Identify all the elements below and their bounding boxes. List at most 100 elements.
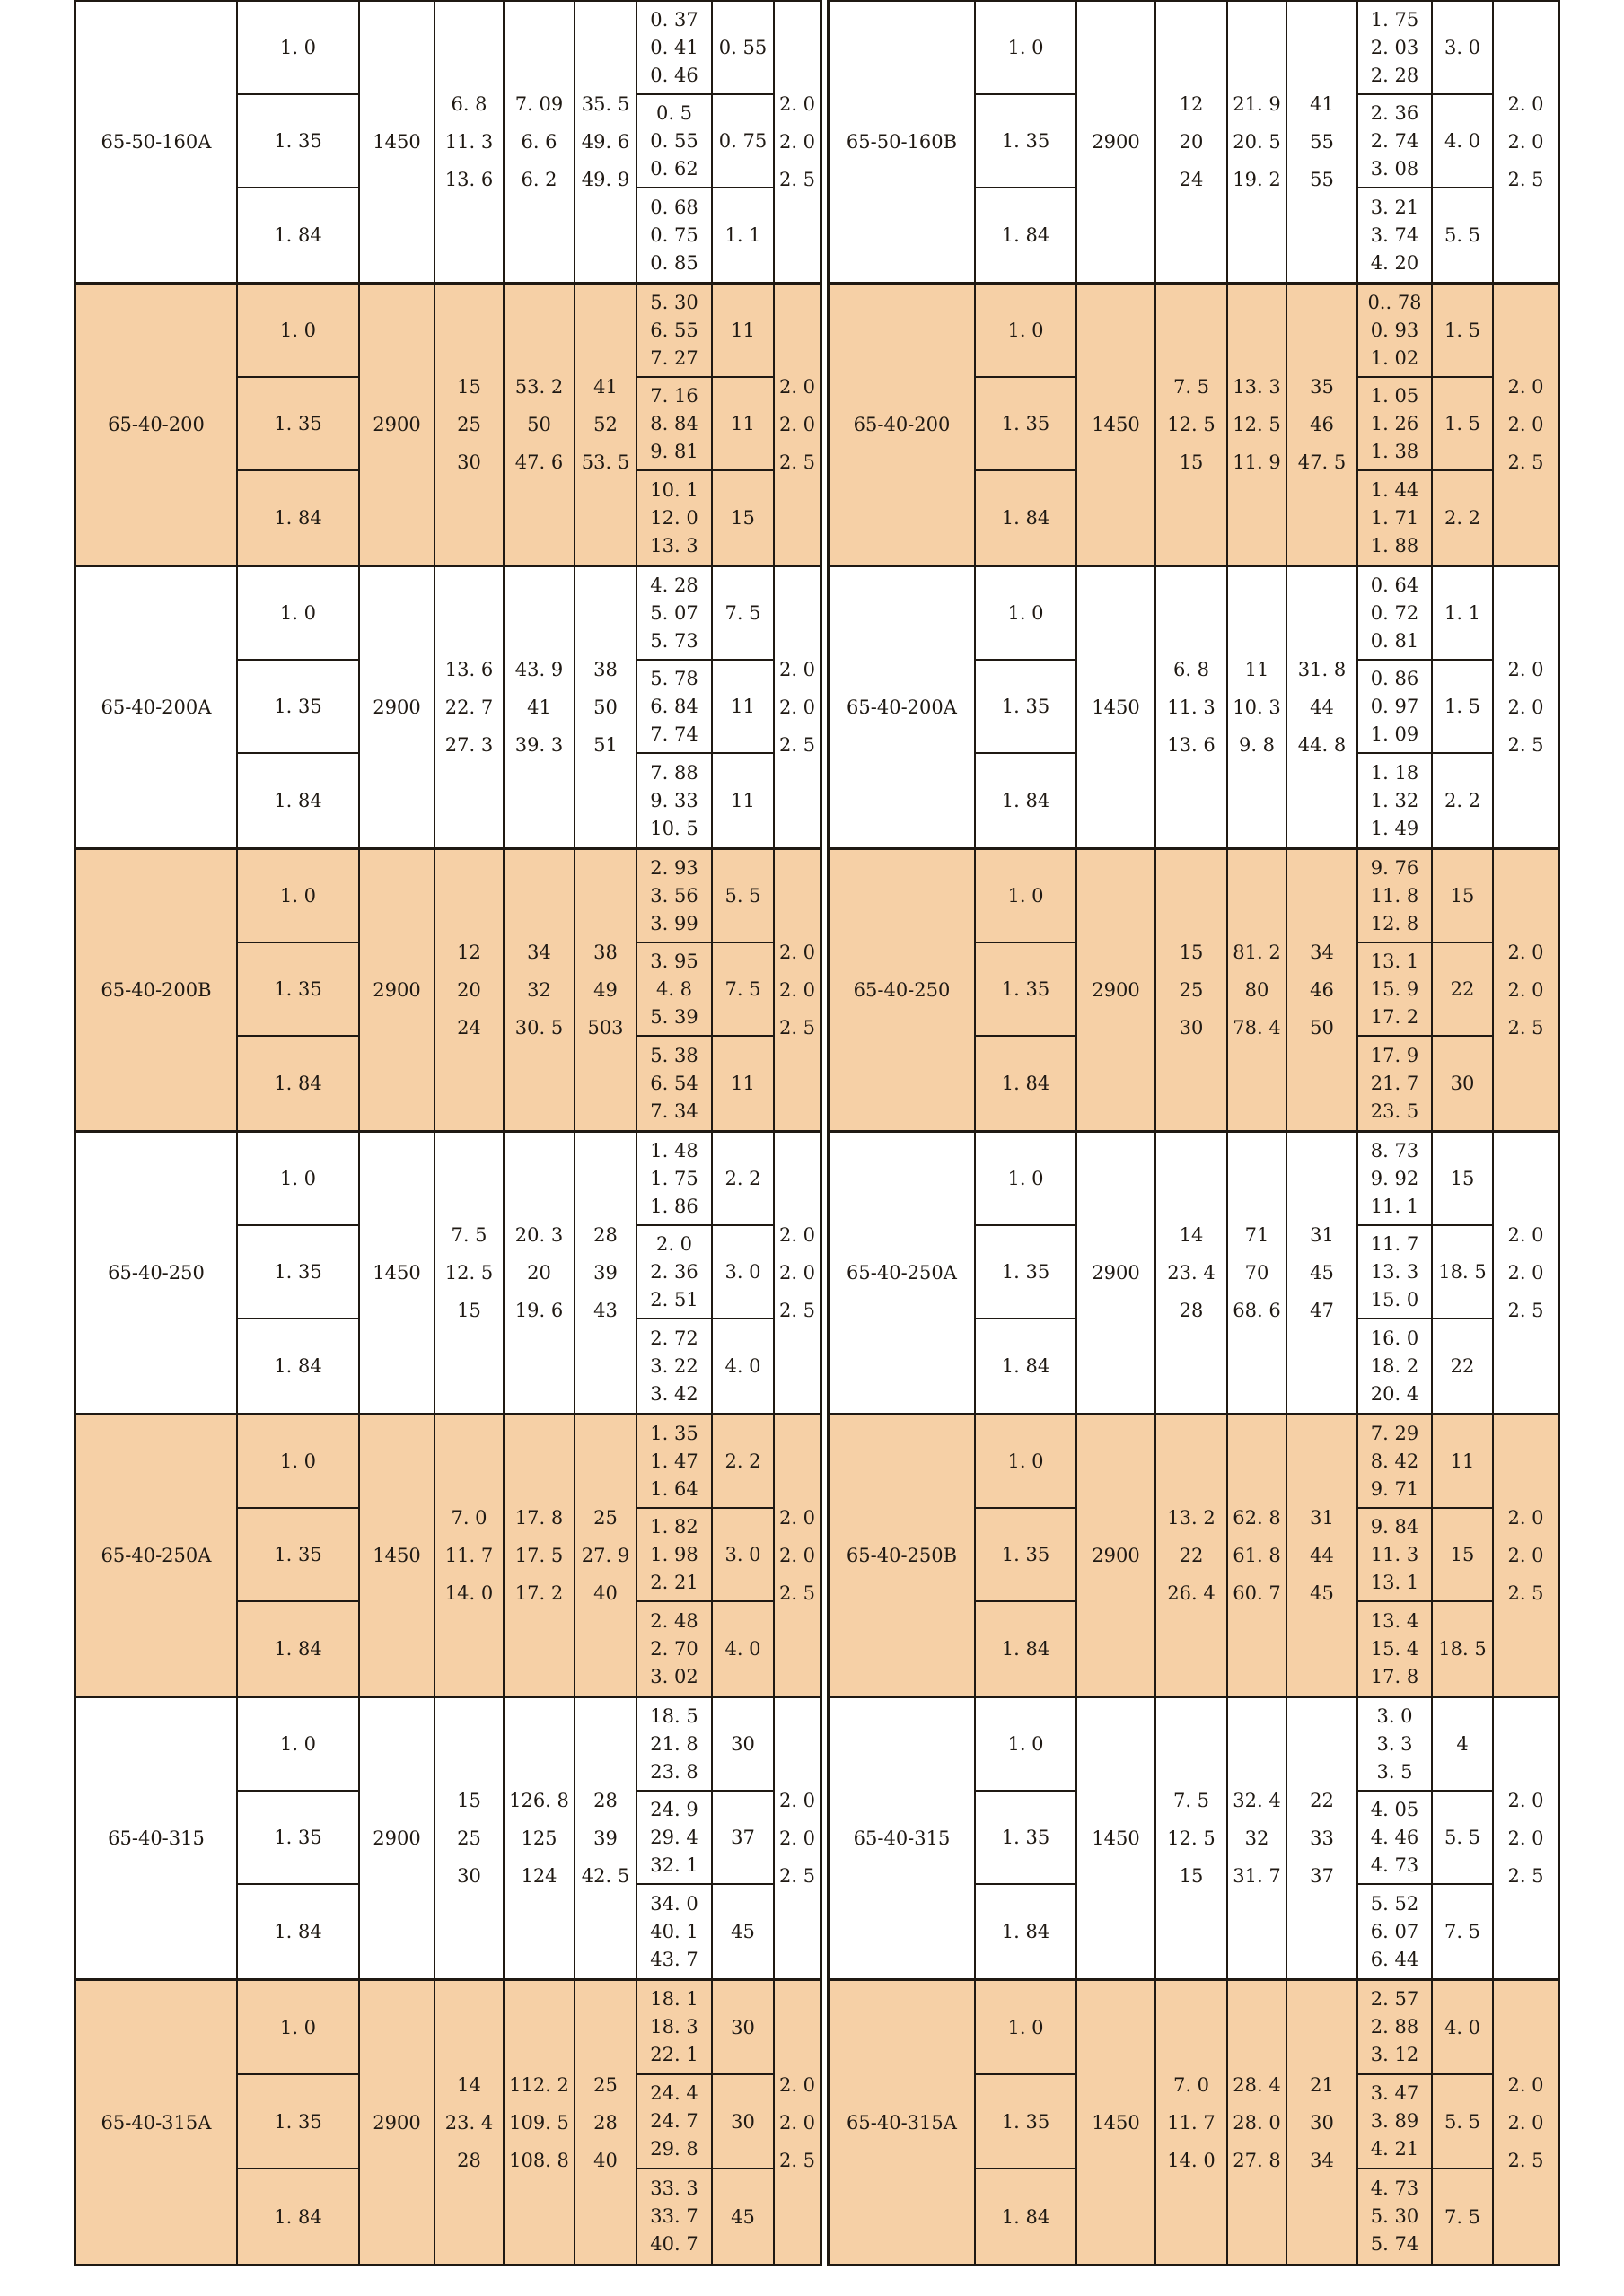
value-line: 1. 48 [650,1139,698,1161]
col-7-values: 1. 35 1. 47 1. 64 [637,1415,713,1509]
value-line: 34. 0 [650,1892,698,1915]
value-line: 17. 2 [1370,1005,1419,1028]
value-line: 6. 6 [521,131,557,153]
sub-row-value-cell: 1. 84 [238,754,360,847]
value-line: 1. 35 [650,1422,698,1444]
value-line: 23. 4 [444,2111,494,2134]
value-line: 2. 0 [778,131,816,153]
value-line: 2. 5 [1507,1300,1544,1321]
col-5-values: 34 32 30. 5 [505,850,575,1130]
value-line: 1. 98 [650,1543,698,1565]
col-4-values: 15 25 30 [1156,850,1228,1130]
value-line: 42. 5 [581,1865,630,1887]
speed-cell: 2900 [1077,850,1156,1130]
col-7-values: 13. 1 15. 9 17. 2 [1358,943,1433,1037]
col-7-values: 3. 95 4. 8 5. 39 [637,943,713,1037]
col-8-value: 4. 0 [1433,95,1494,188]
col-6-values: 31 44 45 [1287,1415,1358,1696]
value-line: 9. 92 [1370,1167,1419,1189]
col-6-values: 31 45 47 [1287,1133,1358,1413]
sub-row-value-cell: 1. 84 [976,1885,1077,1978]
sub-row-value-cell: 1. 0 [976,1415,1077,1509]
value-line: 0. 64 [1370,574,1419,596]
row-group: 65-40-200 1. 0 1. 35 1. 84 2900 15 25 30 53. 2 50… [76,285,820,567]
model-cell: 65-50-160A [76,2,238,282]
value-line: 50 [1310,1017,1334,1038]
value-line: 0. 37 [650,8,698,31]
speed-cell: 1450 [1077,1698,1156,1978]
value-line: 39 [593,1827,618,1849]
col-7-values: 17. 9 21. 7 23. 5 [1358,1037,1433,1130]
col-7-values: 2. 72 3. 22 3. 42 [637,1319,713,1413]
row-group: 65-40-200A 1. 0 1. 35 1. 84 1450 6. 8 11. 3 13.… [830,567,1558,850]
value-line: 41 [1310,93,1334,115]
model-cell: 65-40-200 [76,285,238,565]
value-line: 2. 0 [1507,376,1544,398]
value-line: 22 [1179,1545,1204,1566]
value-line: 33. 3 [650,2178,698,2199]
sub-row-value-cell: 1. 84 [238,1319,360,1413]
value-line: 9. 71 [1370,1477,1419,1500]
value-line: 2. 5 [778,1017,816,1038]
value-line: 23. 4 [1167,1262,1216,1284]
sub-row-value-cell: 1. 0 [238,285,360,378]
value-line: 28 [457,2149,481,2171]
sub-row-value-cell: 1. 35 [238,1226,360,1319]
value-line: 0. 72 [1370,601,1419,624]
value-line: 7. 16 [650,384,698,407]
value-line: 8. 42 [1370,1450,1419,1472]
col-9-values: 2. 0 2. 0 2. 5 [775,2,820,282]
row-group: 65-50-160A 1. 0 1. 35 1. 84 1450 6. 8 11. 3 13.… [76,2,820,285]
value-line: 13. 1 [1370,950,1419,972]
col-8-value: 11 [1433,1415,1494,1509]
value-line: 45 [1310,1582,1334,1604]
value-line: 15. 4 [1370,1637,1419,1660]
value-line: 38 [593,659,618,680]
value-line: 15. 0 [1370,1288,1419,1310]
value-line: 12. 8 [1370,912,1419,934]
col-7-values: 0. 68 0. 75 0. 85 [637,188,713,282]
value-line: 22. 1 [650,2044,698,2065]
value-line: 2. 5 [778,734,816,756]
value-line: 2. 5 [1507,734,1544,756]
value-line: 14 [1179,1224,1204,1246]
speed-cell: 1450 [1077,567,1156,847]
col-7-values: 0. 86 0. 97 1. 09 [1358,661,1433,754]
value-line: 3. 22 [650,1354,698,1377]
value-line: 43. 7 [650,1948,698,1970]
sub-row-value-cell: 1. 0 [976,1133,1077,1226]
col-4-values: 6. 8 11. 3 13. 6 [435,2,505,282]
col-9-values: 2. 0 2. 0 2. 5 [1494,285,1558,565]
sub-row-value-cell: 1. 35 [976,1509,1077,1602]
value-line: 20. 4 [1370,1382,1419,1405]
value-line: 15 [457,376,481,398]
col-8-value: 5. 5 [1433,188,1494,282]
sub-row-value-cell: 1. 0 [976,567,1077,661]
value-line: 28 [593,1790,618,1811]
value-line: 28 [593,2111,618,2134]
value-line: 5. 78 [650,667,698,689]
value-line: 18. 3 [650,2016,698,2037]
value-line: 25 [1179,979,1204,1001]
value-line: 2. 36 [1370,101,1419,124]
value-line: 6. 44 [1370,1948,1419,1970]
speed-cell: 2900 [1077,1415,1156,1696]
col-8-value: 7. 5 [1433,2169,1494,2264]
col-7-values: 16. 0 18. 2 20. 4 [1358,1319,1433,1413]
value-line: 5. 52 [1370,1892,1419,1915]
value-line: 3. 95 [650,950,698,972]
value-line: 19. 2 [1233,169,1281,190]
sub-row-value-cell: 1. 0 [238,567,360,661]
col-7-values: 2. 36 2. 74 3. 08 [1358,95,1433,188]
value-line: 4. 73 [1370,1853,1419,1876]
col-8-value: 4 [1433,1698,1494,1792]
value-line: 1. 88 [1370,534,1419,556]
col-7-values: 3. 0 3. 3 3. 5 [1358,1698,1433,1792]
value-line: 1. 49 [1370,817,1419,839]
col-9-values: 2. 0 2. 0 2. 5 [775,567,820,847]
col-8-value: 3. 0 [713,1509,775,1602]
model-cell: 65-50-160B [830,2,976,282]
value-line: 112. 2 [509,2073,569,2096]
value-line: 2. 0 [1507,2111,1544,2134]
col-7-values: 2. 0 2. 36 2. 51 [637,1226,713,1319]
